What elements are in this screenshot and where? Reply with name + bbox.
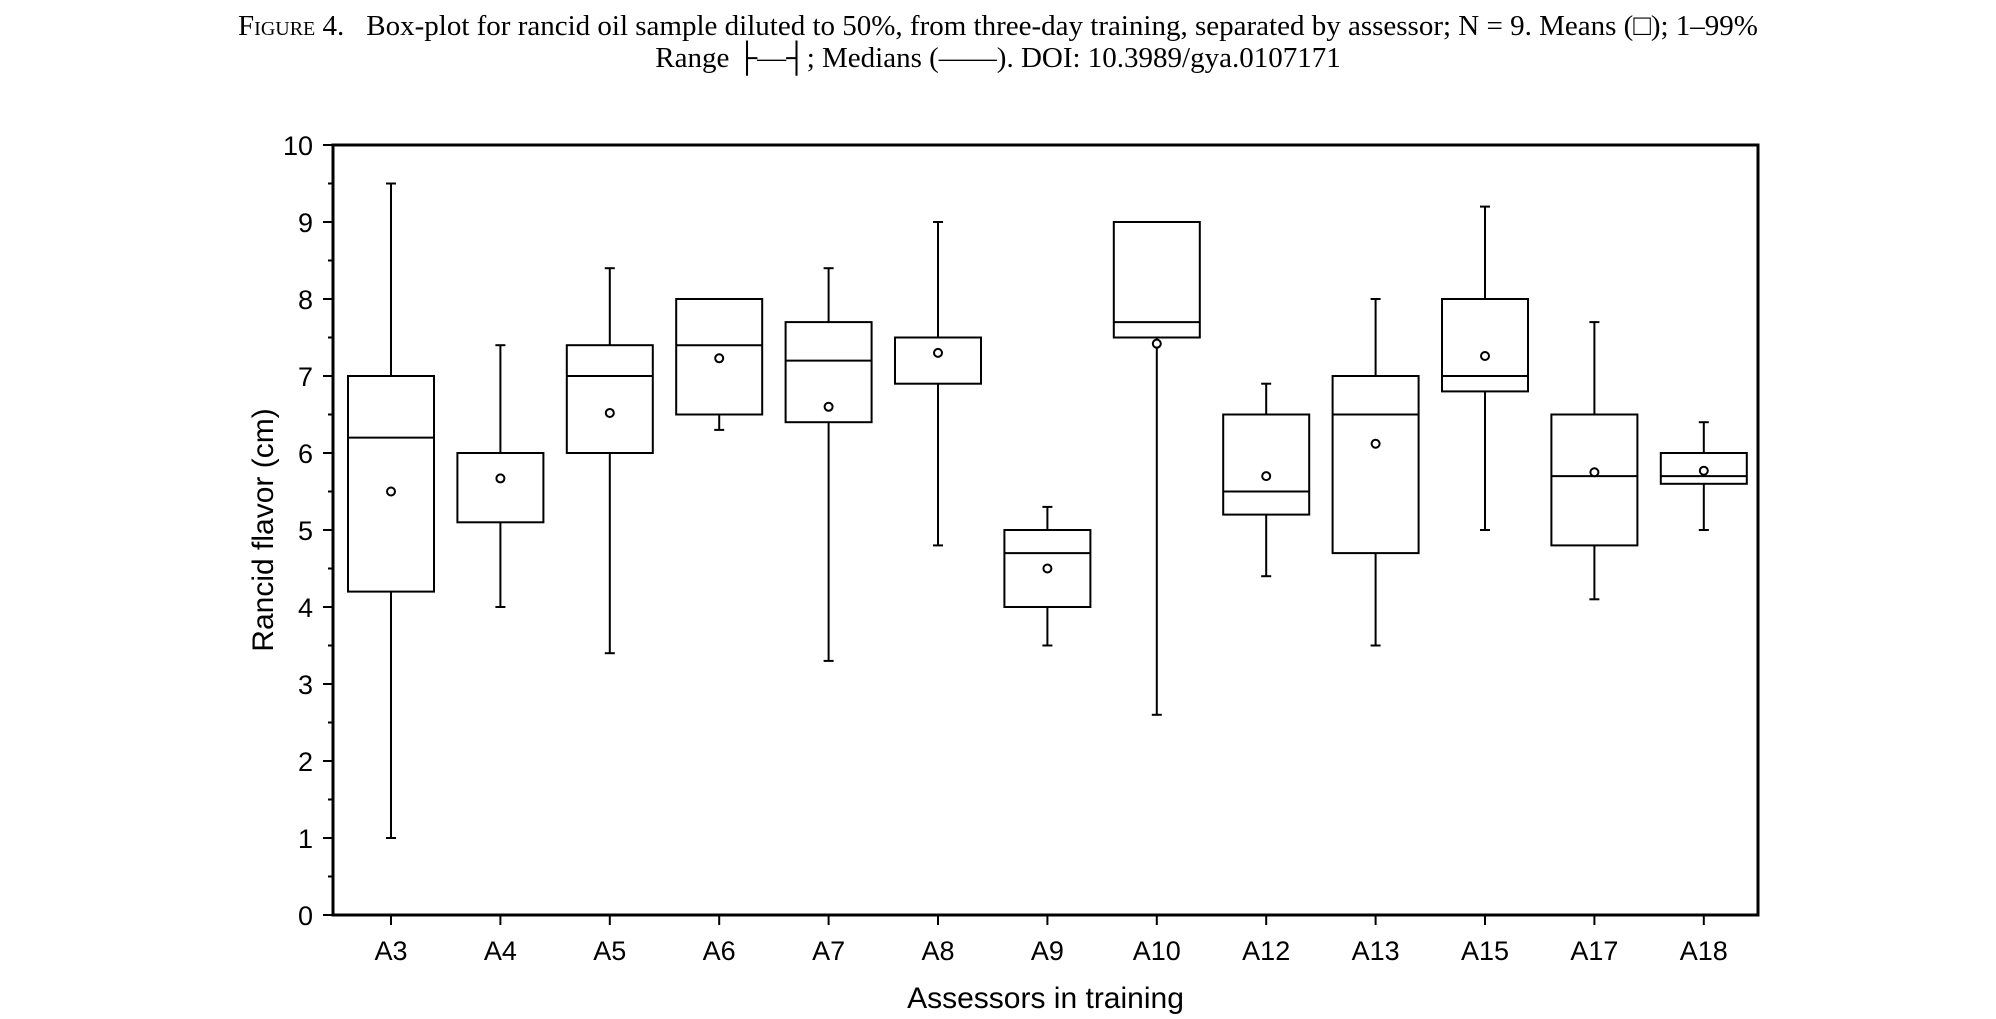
mean-marker-A7	[823, 401, 834, 412]
box-A3	[347, 375, 435, 593]
y-tick-label-10: 10	[283, 131, 313, 161]
mean-marker-A13	[1370, 438, 1381, 449]
x-tick-label-A8: A8	[921, 936, 954, 966]
x-tick-label-A4: A4	[484, 936, 517, 966]
x-tick-label-A13: A13	[1352, 936, 1400, 966]
x-tick-label-A12: A12	[1242, 936, 1290, 966]
range-word: Range	[655, 42, 730, 74]
box-A7	[784, 321, 873, 424]
mean-marker-A3	[386, 486, 396, 497]
mean-marker-A10	[1151, 338, 1162, 349]
caption-line-2: Range ├—┤; Medians (——). DOI: 10.3989/gy…	[0, 42, 1996, 74]
box-A6	[675, 298, 764, 416]
x-tick-label-A15: A15	[1461, 936, 1509, 966]
y-tick-label-6: 6	[298, 439, 313, 469]
box-A4	[456, 452, 545, 524]
y-tick-label-7: 7	[298, 362, 313, 392]
box-A8	[894, 336, 982, 385]
figure-caption: Figure 4. Box-plot for rancid oil sample …	[0, 10, 1996, 74]
x-tick-label-A5: A5	[593, 936, 626, 966]
figure-label: Figure 4.	[238, 10, 345, 42]
mean-marker-A15	[1480, 350, 1490, 361]
y-tick-label-2: 2	[298, 747, 313, 777]
x-tick-label-A18: A18	[1680, 936, 1728, 966]
y-tick-label-4: 4	[298, 593, 313, 623]
box-A12	[1222, 413, 1311, 516]
mean-marker-A8	[933, 347, 943, 358]
y-tick-label-1: 1	[298, 824, 313, 854]
x-axis-title: Assessors in training	[907, 982, 1184, 1015]
mean-marker-A12	[1261, 471, 1272, 482]
box-A5	[565, 344, 654, 455]
box-A18	[1659, 452, 1748, 485]
box-A10	[1112, 221, 1201, 339]
x-tick-label-A9: A9	[1031, 936, 1064, 966]
x-tick-label-A17: A17	[1570, 936, 1618, 966]
mean-marker-A6	[714, 353, 725, 364]
mean-marker-A9	[1042, 563, 1053, 574]
y-tick-label-9: 9	[298, 208, 313, 238]
y-axis-title: Rancid flavor (cm)	[247, 408, 280, 651]
mean-marker-A17	[1589, 467, 1600, 478]
caption-text-2: ; Medians (——). DOI: 10.3989/gya.0107171	[806, 42, 1341, 74]
y-tick-label-5: 5	[298, 516, 313, 546]
box-A17	[1550, 413, 1639, 547]
y-tick-label-0: 0	[298, 901, 313, 931]
x-tick-label-A7: A7	[812, 936, 845, 966]
mean-marker-A4	[495, 473, 506, 484]
x-tick-label-A6: A6	[703, 936, 736, 966]
box-A9	[1003, 529, 1092, 608]
caption-line-1: Figure 4. Box-plot for rancid oil sample …	[0, 10, 1996, 42]
y-tick-label-8: 8	[298, 285, 313, 315]
box-A13	[1331, 375, 1420, 555]
mean-marker-A5	[604, 407, 615, 418]
range-symbol: ├—┤	[736, 42, 807, 74]
box-A15	[1441, 298, 1529, 393]
x-tick-label-A3: A3	[374, 936, 407, 966]
x-tick-label-A10: A10	[1133, 936, 1181, 966]
y-tick-label-3: 3	[298, 670, 313, 700]
mean-marker-A18	[1698, 465, 1709, 476]
caption-text-1: Box-plot for rancid oil sample diluted t…	[366, 10, 1758, 42]
